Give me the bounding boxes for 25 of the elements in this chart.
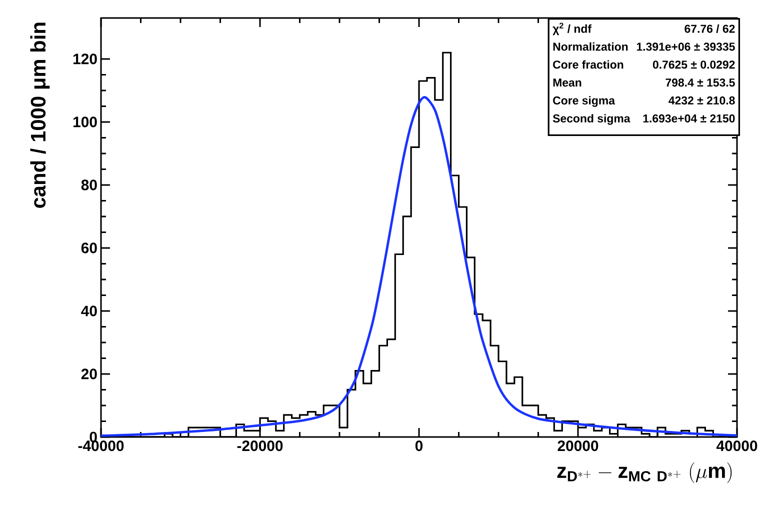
annotation: 4232 ± 210.8 [668, 96, 735, 105]
y-tick-label: 80 [81, 180, 97, 190]
x-axis-title: $\mathbf{z_{D^{*+}} - z_{MC\ D^{*+}}\ (\mu m)}$ [557, 462, 732, 484]
annotation: 0.7625 ± 0.0292 [652, 60, 735, 69]
annotation: Second sigma [552, 114, 630, 125]
x-tick-label: -20000 [237, 440, 283, 452]
y-tick-label: 40 [81, 306, 97, 316]
y-tick-label: 100 [73, 116, 97, 128]
annotation: 67.76 / 62 [684, 24, 735, 33]
annotation: χ$^{2}$ / ndf [552, 22, 592, 36]
annotation: Normalization [553, 42, 628, 51]
y-tick-label: 60 [81, 242, 97, 254]
annotation: 798.4 ± 153.5 [666, 78, 735, 87]
y-tick-label: 120 [73, 54, 97, 64]
x-tick-label: 20000 [558, 440, 598, 452]
annotation: Core fraction [553, 60, 624, 69]
annotation: 1.693e+04 ± 2150 [643, 114, 735, 122]
annotation: 1.391e+06 ± 39335 [636, 42, 735, 51]
x-tick-label: -40000 [78, 440, 124, 452]
y-tick-label: 20 [81, 368, 97, 380]
annotation: Mean [553, 78, 582, 87]
x-tick-label: 40000 [716, 440, 758, 452]
annotation: Core sigma [553, 96, 616, 107]
x-tick-label: 0 [415, 440, 423, 452]
y-axis-title: cand / 1000 μm bin [30, 22, 50, 208]
